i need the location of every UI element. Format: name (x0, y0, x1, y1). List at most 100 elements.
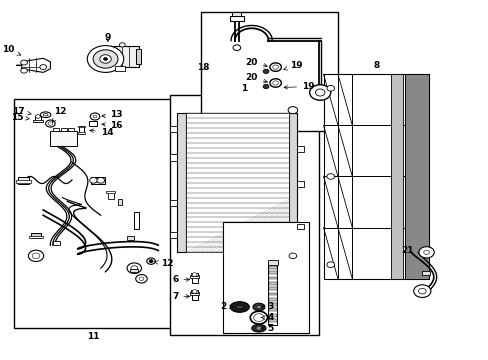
Bar (136, 49, 141, 64)
Circle shape (146, 258, 155, 264)
Text: 10: 10 (2, 45, 21, 55)
Bar (50, 131, 77, 147)
Text: 1: 1 (241, 84, 247, 93)
Text: 14: 14 (90, 128, 113, 137)
Circle shape (272, 81, 278, 85)
Text: 18: 18 (197, 63, 209, 72)
Bar (268, 287, 276, 290)
Circle shape (232, 45, 240, 50)
Bar (268, 266, 276, 269)
Text: 15: 15 (11, 113, 29, 122)
Circle shape (28, 250, 43, 261)
Text: 19: 19 (284, 82, 314, 91)
Bar (89, 121, 97, 126)
Bar (268, 309, 276, 311)
Bar (191, 293, 197, 300)
Bar (189, 292, 199, 294)
Text: 13: 13 (102, 110, 122, 119)
Bar (190, 290, 198, 293)
Circle shape (119, 43, 125, 47)
Circle shape (192, 290, 197, 293)
Text: 16: 16 (102, 121, 122, 130)
Bar (53, 128, 59, 131)
Bar (177, 113, 185, 252)
Circle shape (256, 305, 261, 309)
Circle shape (100, 55, 111, 63)
Bar (108, 192, 113, 199)
Bar (106, 191, 115, 193)
Bar (117, 199, 122, 205)
Circle shape (423, 250, 428, 255)
Bar (268, 293, 276, 295)
Bar (103, 46, 139, 67)
Text: 12: 12 (52, 107, 66, 122)
Bar (15, 99, 175, 328)
Circle shape (309, 85, 330, 100)
Bar (170, 126, 177, 132)
Bar (115, 66, 124, 71)
Bar (130, 269, 138, 273)
Text: 20: 20 (245, 73, 267, 83)
Bar (61, 128, 67, 131)
Circle shape (87, 46, 123, 72)
Text: 20: 20 (245, 58, 267, 67)
Circle shape (326, 85, 334, 91)
Circle shape (418, 288, 425, 294)
Bar (297, 181, 304, 187)
Bar (31, 233, 41, 238)
Text: 9: 9 (104, 33, 111, 42)
Text: 8: 8 (372, 61, 379, 70)
Ellipse shape (230, 302, 249, 312)
Circle shape (127, 263, 141, 274)
Circle shape (326, 262, 334, 267)
Bar (33, 120, 42, 122)
Bar (229, 16, 244, 21)
Text: 17: 17 (12, 107, 31, 116)
Circle shape (93, 50, 118, 68)
Text: 4: 4 (261, 313, 273, 322)
Ellipse shape (43, 113, 48, 116)
Bar (268, 319, 276, 322)
Text: 7: 7 (172, 292, 189, 301)
Bar (232, 12, 240, 16)
Bar (29, 236, 43, 238)
Bar (17, 180, 31, 183)
Text: 21: 21 (400, 246, 413, 255)
Bar (267, 260, 278, 265)
Bar (268, 303, 276, 306)
Bar (189, 275, 199, 278)
Bar (268, 298, 276, 301)
Text: 2: 2 (220, 302, 233, 311)
Bar (191, 276, 197, 283)
Circle shape (192, 273, 197, 276)
Circle shape (253, 314, 264, 321)
Bar (127, 236, 134, 240)
Circle shape (269, 79, 281, 87)
Circle shape (272, 65, 278, 69)
Bar (78, 126, 85, 127)
Circle shape (93, 115, 97, 118)
Circle shape (89, 177, 97, 183)
Bar (68, 128, 74, 131)
Text: 3: 3 (261, 302, 273, 311)
Ellipse shape (252, 303, 264, 311)
Circle shape (45, 120, 55, 127)
Circle shape (131, 266, 137, 271)
Bar (91, 177, 104, 184)
Circle shape (288, 253, 296, 259)
Circle shape (263, 69, 268, 73)
Bar (390, 74, 402, 279)
Circle shape (103, 58, 107, 60)
Ellipse shape (41, 112, 51, 118)
Circle shape (326, 174, 334, 179)
Bar (170, 95, 318, 335)
Ellipse shape (251, 324, 265, 332)
Circle shape (256, 326, 261, 330)
Bar (170, 232, 177, 238)
Circle shape (136, 275, 147, 283)
Text: 12: 12 (154, 260, 173, 269)
Bar (201, 13, 337, 131)
Bar (288, 113, 297, 252)
Bar (170, 200, 177, 207)
Circle shape (263, 84, 268, 89)
